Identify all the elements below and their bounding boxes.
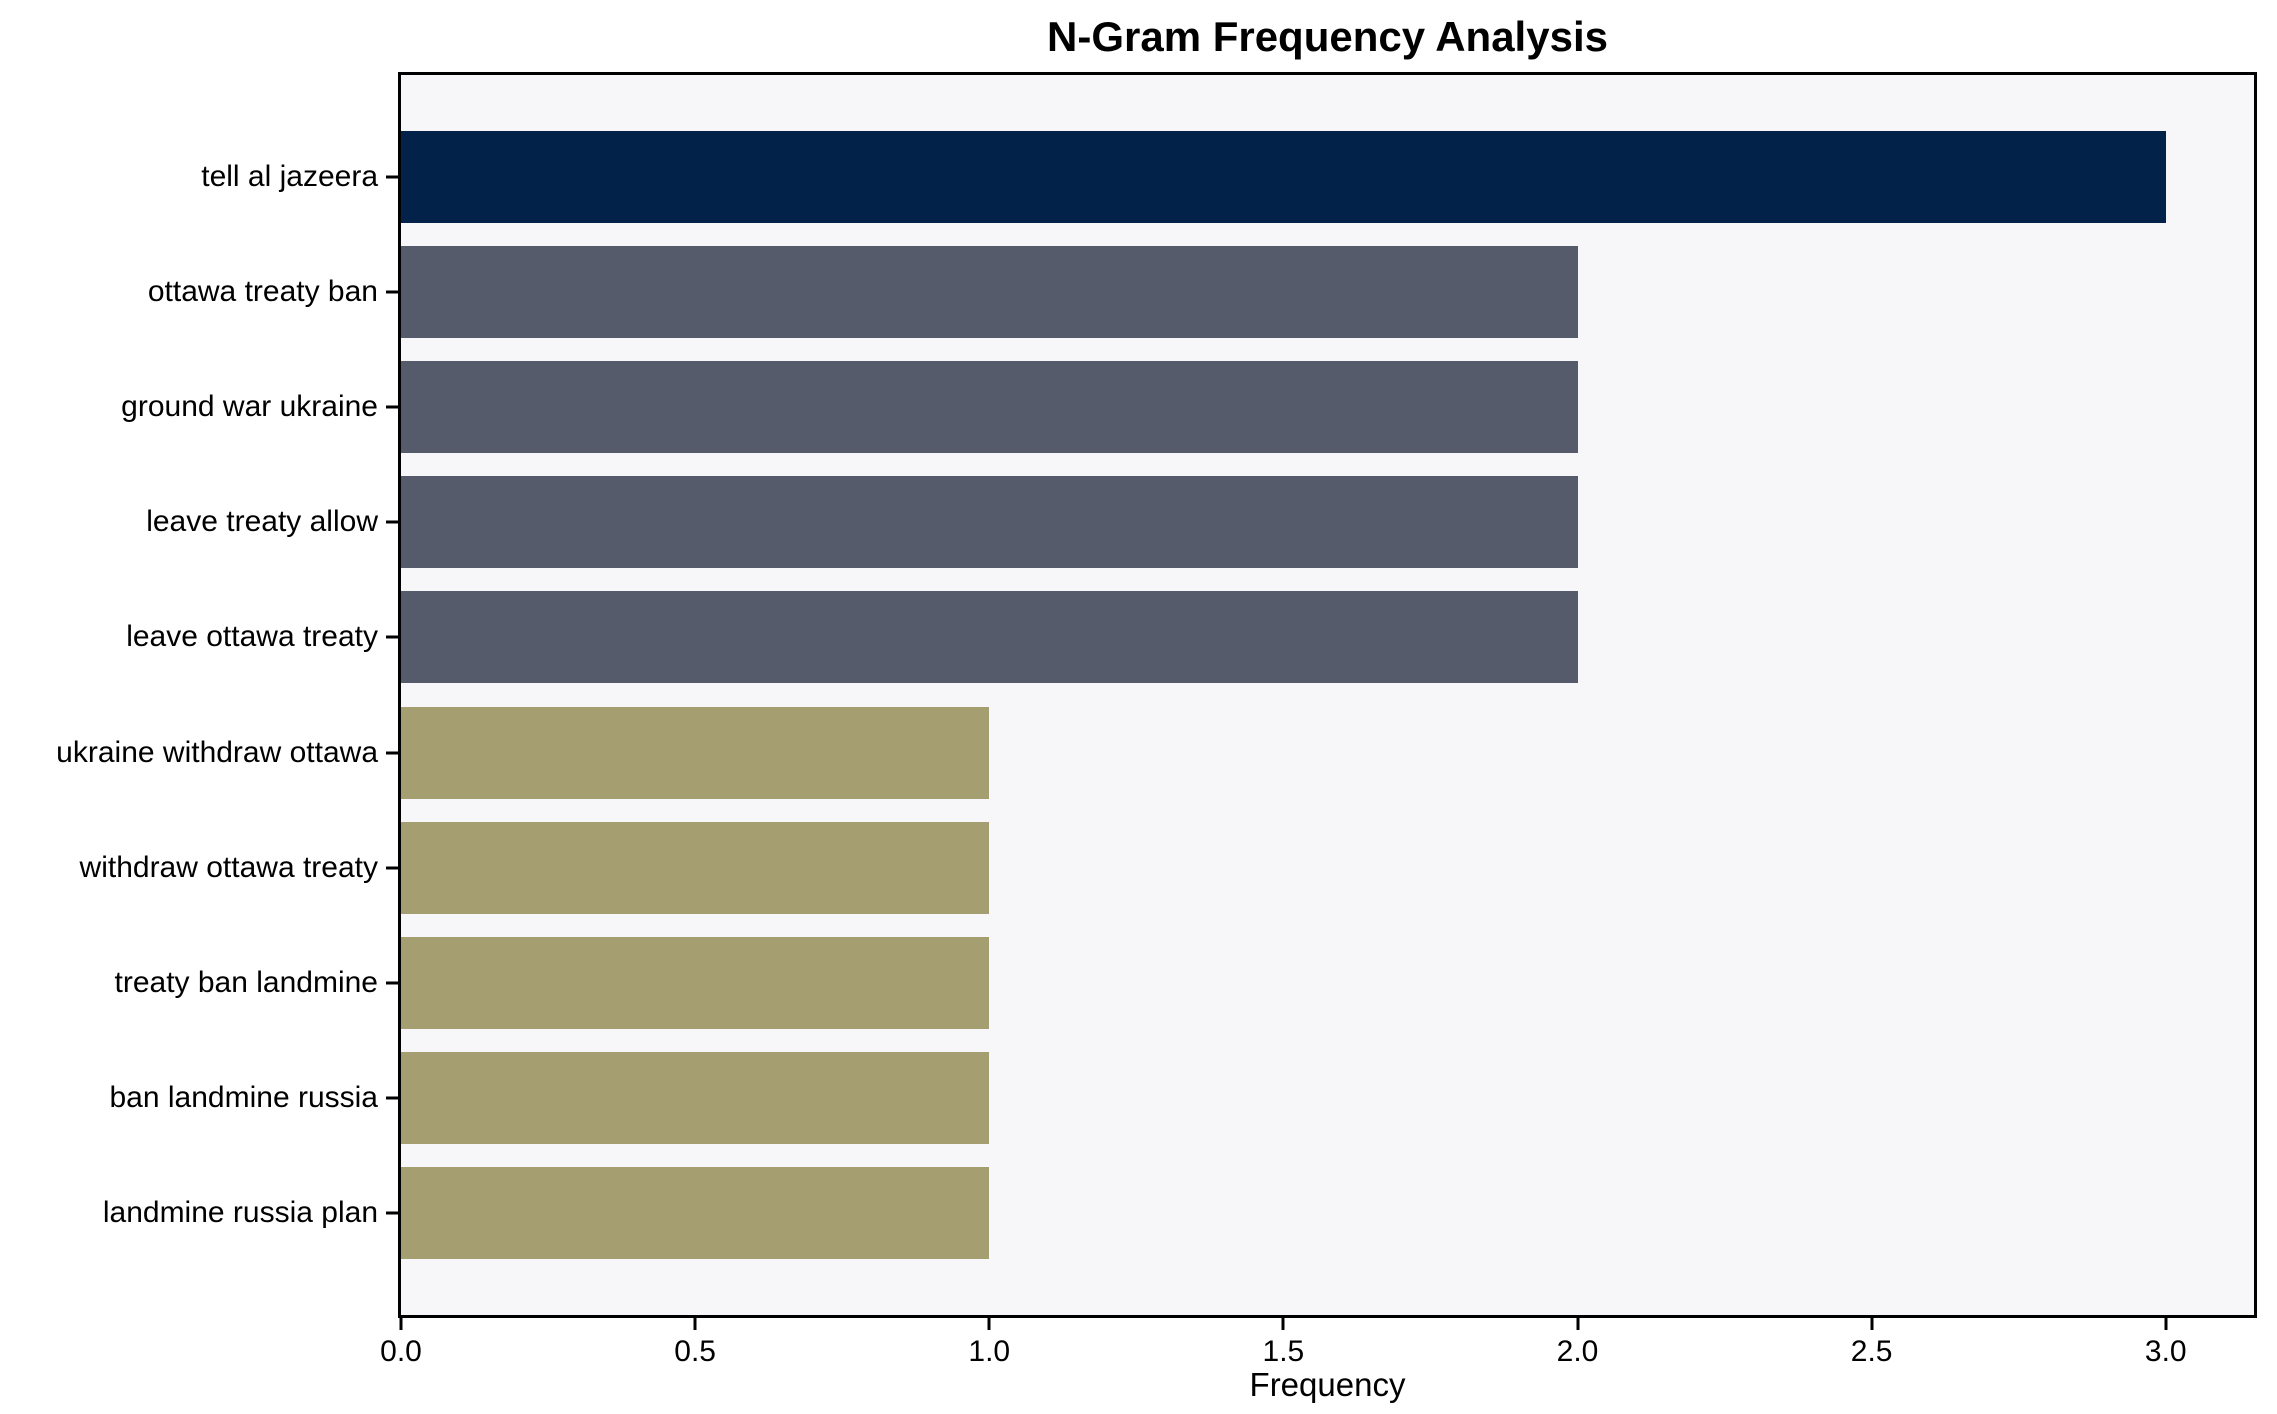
y-tick-label: ukraine withdraw ottawa xyxy=(56,735,378,769)
bar xyxy=(401,821,989,914)
bar xyxy=(401,131,2166,224)
x-tick xyxy=(693,1318,697,1330)
chart-title: N-Gram Frequency Analysis xyxy=(1047,13,1608,60)
x-axis-label: Frequency xyxy=(1249,1366,1406,1403)
y-tick-label: ottawa treaty ban xyxy=(147,275,378,309)
y-tick xyxy=(386,290,398,294)
y-tick xyxy=(386,635,398,639)
x-tick-label: 2.0 xyxy=(1556,1335,1599,1368)
y-tick-label: ban landmine russia xyxy=(109,1080,379,1114)
x-tick-label: 0.0 xyxy=(380,1335,422,1368)
y-tick xyxy=(386,520,398,524)
y-tick-label: treaty ban landmine xyxy=(114,965,379,999)
x-tick-label: 3.0 xyxy=(2144,1335,2187,1368)
y-tick-label: tell al jazeera xyxy=(201,160,378,194)
x-tick-label: 1.5 xyxy=(1262,1335,1305,1368)
y-tick-label: leave ottawa treaty xyxy=(126,620,378,654)
x-tick xyxy=(399,1318,403,1330)
y-tick xyxy=(386,751,398,754)
y-tick-label: ground war ukraine xyxy=(121,390,378,424)
x-tick-label: 0.5 xyxy=(674,1335,716,1368)
y-tick xyxy=(386,1096,398,1100)
x-tick xyxy=(1870,1318,1874,1330)
bar xyxy=(401,706,989,799)
x-tick xyxy=(1281,1318,1285,1330)
y-tick-label: withdraw ottawa treaty xyxy=(79,850,378,884)
x-tick xyxy=(1576,1318,1579,1330)
bar xyxy=(401,591,1578,684)
y-tick xyxy=(386,866,398,870)
plot-area xyxy=(398,72,2257,1318)
bar xyxy=(401,1166,989,1259)
bar xyxy=(401,936,989,1029)
y-tick xyxy=(386,175,398,179)
bar xyxy=(401,476,1578,569)
y-tick-label: landmine russia plan xyxy=(102,1195,378,1229)
bar xyxy=(401,246,1578,339)
bar xyxy=(401,1051,989,1144)
y-tick xyxy=(386,1211,398,1215)
y-tick-label: leave treaty allow xyxy=(146,505,378,539)
x-tick xyxy=(987,1318,991,1330)
y-tick xyxy=(386,405,398,409)
y-tick xyxy=(386,981,398,985)
x-tick-label: 2.5 xyxy=(1850,1335,1893,1368)
bar xyxy=(401,361,1578,454)
x-tick-label: 1.0 xyxy=(968,1335,1011,1368)
x-tick xyxy=(2164,1318,2168,1330)
